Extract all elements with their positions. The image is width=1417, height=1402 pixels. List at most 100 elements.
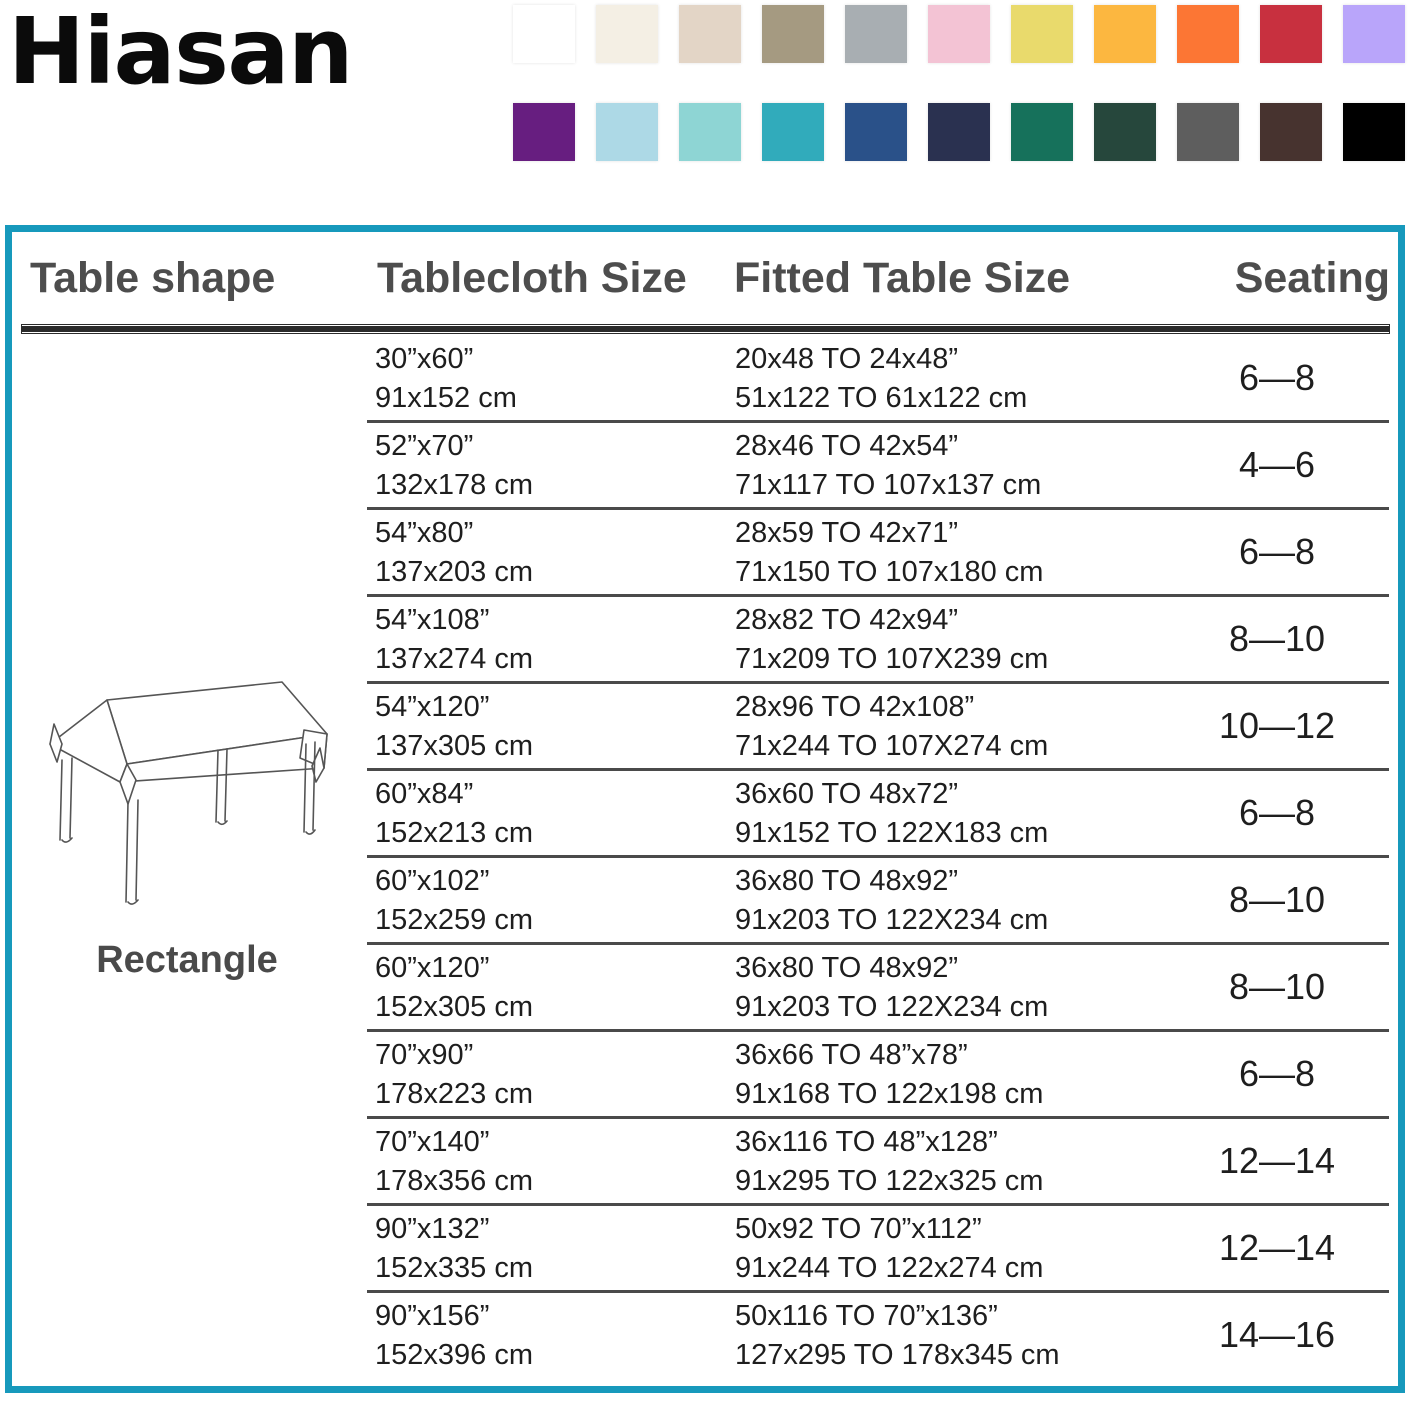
tablecloth-size-inches: 54”x80” [375,517,474,549]
cell-seating: 14—16 [1218,1314,1336,1355]
color-swatch-dark-gray[interactable] [1177,103,1239,161]
cell-tablecloth-size: 54”x108” 137x274 cm [375,601,533,679]
color-swatch-teal[interactable] [762,103,824,161]
tablecloth-size-cm: 152x305 cm [375,991,533,1023]
tablecloth-size-cm: 91x152 cm [375,382,517,414]
table-row: 60”x120” 152x305 cm 36x80 TO 48x92” 91x203 … [367,945,1389,1032]
tablecloth-size-cm: 178x223 cm [375,1078,533,1110]
cell-fitted-table-size: 36x80 TO 48x92” 91x203 TO 122X234 cm [735,949,1048,1027]
tablecloth-size-inches: 90”x132” [375,1213,490,1245]
table-shape-cell: Rectangle [12,672,362,982]
table-row: 60”x102” 152x259 cm 36x80 TO 48x92” 91x203 … [367,858,1389,945]
tablecloth-size-inches: 54”x108” [375,604,490,636]
color-swatch-aqua[interactable] [679,103,741,161]
cell-tablecloth-size: 70”x140” 178x356 cm [375,1123,533,1201]
cell-tablecloth-size: 30”x60” 91x152 cm [375,340,517,418]
size-chart-panel: Table shape Tablecloth Size Fitted Table… [5,225,1405,1393]
fitted-size-inches: 28x59 TO 42x71” [735,517,959,549]
cell-seating: 8—10 [1228,966,1326,1007]
color-swatch-white[interactable] [513,5,575,63]
tablecloth-size-cm: 152x335 cm [375,1252,533,1284]
color-swatch-taupe[interactable] [762,5,824,63]
tablecloth-size-cm: 152x213 cm [375,817,533,849]
table-shape-label: Rectangle [96,939,278,981]
cell-seating: 12—14 [1218,1140,1336,1181]
fitted-size-cm: 71x117 TO 107x137 cm [735,469,1042,501]
fitted-size-inches: 50x116 TO 70”x136” [735,1300,998,1332]
header-divider [22,325,1389,333]
cell-fitted-table-size: 28x96 TO 42x108” 71x244 TO 107X274 cm [735,688,1048,766]
fitted-size-cm: 91x244 TO 122x274 cm [735,1252,1044,1284]
color-swatch-pink[interactable] [928,5,990,63]
fitted-size-cm: 91x168 TO 122x198 cm [735,1078,1044,1110]
color-swatch-hunter-green[interactable] [1094,103,1156,161]
fitted-size-cm: 51x122 TO 61x122 cm [735,382,1028,414]
fitted-size-inches: 36x60 TO 48x72” [735,778,959,810]
color-swatch-ivory[interactable] [596,5,658,63]
fitted-size-cm: 71x150 TO 107x180 cm [735,556,1044,588]
fitted-size-cm: 91x295 TO 122x325 cm [735,1165,1044,1197]
color-swatch-light-blue[interactable] [596,103,658,161]
color-swatch-row-1 [513,5,1405,63]
fitted-size-cm: 91x203 TO 122X234 cm [735,991,1049,1023]
color-swatch-midnight[interactable] [928,103,990,161]
tablecloth-size-inches: 30”x60” [375,343,474,375]
cell-seating: 6—8 [1238,357,1316,398]
color-swatch-lavender[interactable] [1343,5,1405,63]
fitted-size-inches: 50x92 TO 70”x112” [735,1213,982,1245]
color-swatch-gray[interactable] [845,5,907,63]
fitted-size-inches: 36x116 TO 48”x128” [735,1126,998,1158]
color-swatch-red[interactable] [1260,5,1322,63]
color-swatch-gold[interactable] [1094,5,1156,63]
tablecloth-size-cm: 178x356 cm [375,1165,533,1197]
tablecloth-size-cm: 137x203 cm [375,556,533,588]
brand-logo: Hiasan [8,0,353,105]
size-chart-rows: 30”x60” 91x152 cm 20x48 TO 24x48” 51x122 TO… [12,336,1398,1377]
cell-fitted-table-size: 36x80 TO 48x92” 91x203 TO 122X234 cm [735,862,1048,940]
tablecloth-size-inches: 52”x70” [375,430,474,462]
tablecloth-size-inches: 70”x90” [375,1039,474,1071]
cell-seating: 12—14 [1218,1227,1336,1268]
tablecloth-size-cm: 152x396 cm [375,1339,533,1371]
color-swatch-navy-blue[interactable] [845,103,907,161]
color-swatch-purple[interactable] [513,103,575,161]
cell-fitted-table-size: 28x46 TO 42x54” 71x117 TO 107x137 cm [735,427,1041,505]
cell-tablecloth-size: 90”x156” 152x396 cm [375,1297,533,1375]
tablecloth-size-inches: 90”x156” [375,1300,490,1332]
cell-seating: 8—10 [1228,879,1326,920]
table-row: 54”x120” 137x305 cm 28x96 TO 42x108” 71x244… [367,684,1389,771]
cell-seating: 4—6 [1238,444,1316,485]
color-swatch-emerald[interactable] [1011,103,1073,161]
cell-fitted-table-size: 36x116 TO 48”x128” 91x295 TO 122x325 cm [735,1123,1043,1201]
cell-fitted-table-size: 50x116 TO 70”x136” 127x295 TO 178x345 cm [735,1297,1060,1375]
color-swatch-beige[interactable] [679,5,741,63]
table-row: 60”x84” 152x213 cm 36x60 TO 48x72” 91x152 T… [367,771,1389,858]
table-row: 70”x140” 178x356 cm 36x116 TO 48”x128” 91x2… [367,1119,1389,1206]
column-header-fitted-table-size: Fitted Table Size [734,254,1071,302]
color-swatch-black[interactable] [1343,103,1405,161]
table-row: 30”x60” 91x152 cm 20x48 TO 24x48” 51x122 TO… [367,336,1389,423]
cell-tablecloth-size: 60”x120” 152x305 cm [375,949,533,1027]
cell-tablecloth-size: 60”x102” 152x259 cm [375,862,533,940]
cell-seating: 10—12 [1218,705,1336,746]
cell-fitted-table-size: 36x66 TO 48”x78” 91x168 TO 122x198 cm [735,1036,1043,1114]
cell-seating: 6—8 [1238,792,1316,833]
cell-seating: 6—8 [1238,1053,1316,1094]
color-swatch-orange[interactable] [1177,5,1239,63]
tablecloth-size-cm: 137x274 cm [375,643,533,675]
color-swatch-yellow[interactable] [1011,5,1073,63]
cell-tablecloth-size: 52”x70” 132x178 cm [375,427,533,505]
tablecloth-size-inches: 60”x102” [375,865,490,897]
fitted-size-inches: 28x82 TO 42x94” [735,604,959,636]
tablecloth-size-inches: 70”x140” [375,1126,490,1158]
tablecloth-size-cm: 152x259 cm [375,904,533,936]
cell-seating: 8—10 [1228,618,1326,659]
rectangle-table-illustration [49,681,328,905]
cell-fitted-table-size: 28x59 TO 42x71” 71x150 TO 107x180 cm [735,514,1043,592]
fitted-size-cm: 91x152 TO 122X183 cm [735,817,1049,849]
fitted-size-inches: 28x46 TO 42x54” [735,430,959,462]
cell-tablecloth-size: 60”x84” 152x213 cm [375,775,533,853]
cell-seating: 6—8 [1238,531,1316,572]
color-swatch-brown[interactable] [1260,103,1322,161]
fitted-size-inches: 36x80 TO 48x92” [735,952,959,984]
